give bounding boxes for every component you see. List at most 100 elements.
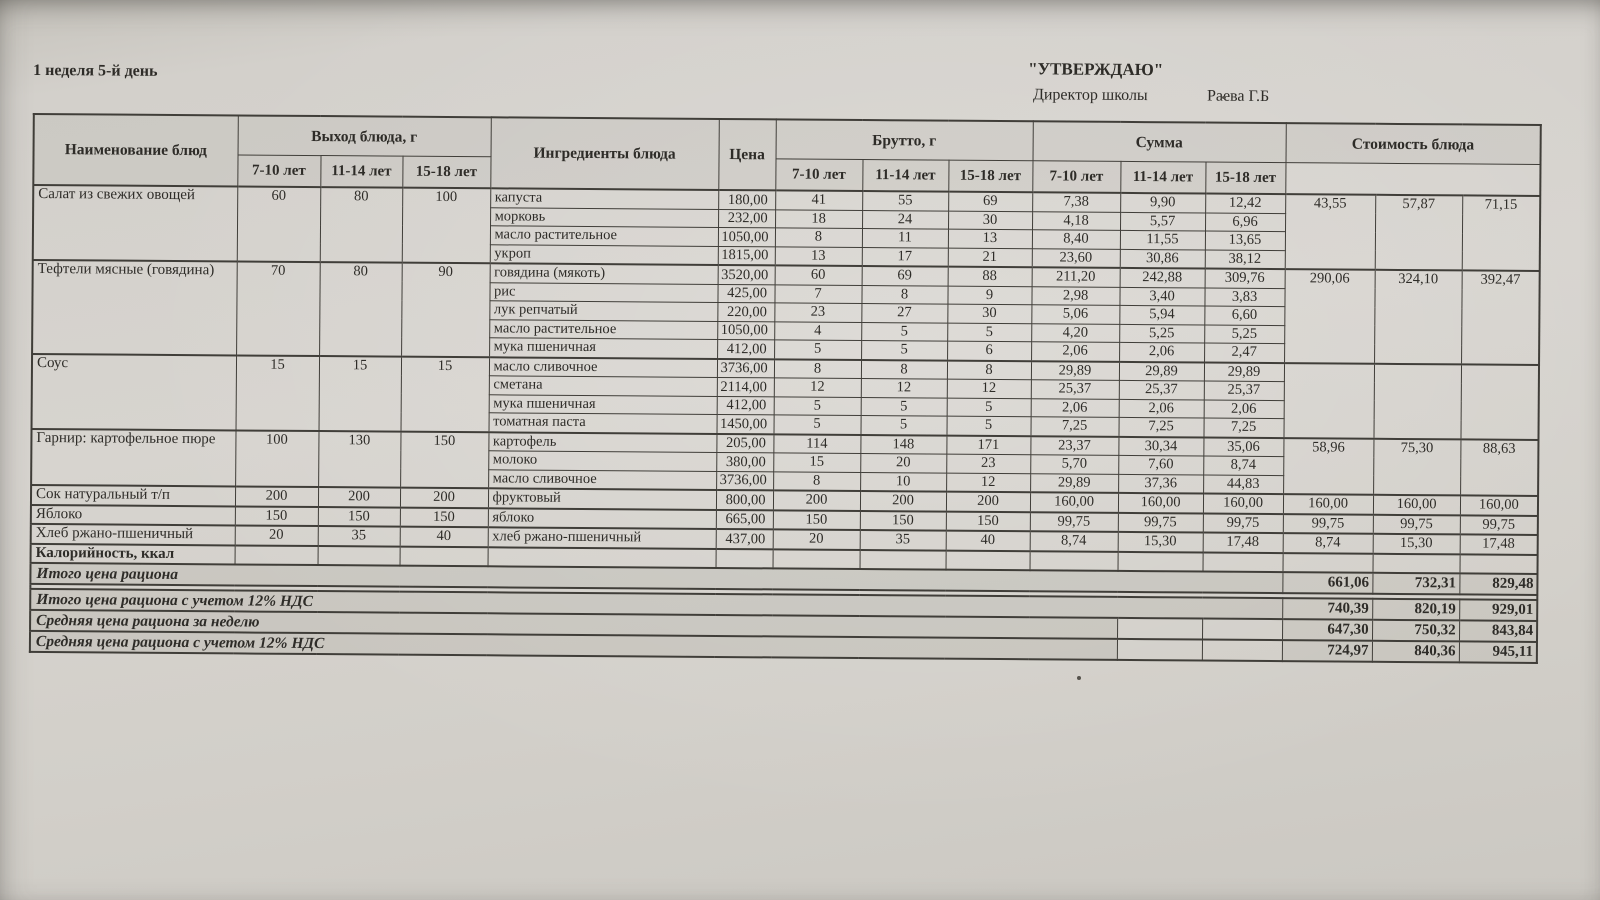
brutto-value: 5 <box>860 397 947 417</box>
empty-cell <box>772 548 860 570</box>
price-value: 3736,00 <box>716 470 774 491</box>
brutto-value: 13 <box>947 229 1033 249</box>
brutto-value: 18 <box>775 209 863 229</box>
dish-cost-value: 99,75 <box>1372 514 1460 535</box>
price-value: 180,00 <box>718 189 776 210</box>
sum-value: 7,25 <box>1118 417 1204 438</box>
calories-label: Калорийность, ккал <box>30 543 235 565</box>
total-value: 661,06 <box>1282 572 1373 594</box>
empty-cell <box>1202 618 1283 641</box>
output-value: 15 <box>318 355 402 432</box>
sum-value: 2,06 <box>1203 399 1284 419</box>
brutto-value: 6 <box>947 341 1032 361</box>
brutto-value: 15 <box>773 452 861 473</box>
sum-value: 99,75 <box>1029 511 1118 532</box>
ingredient-name: укроп <box>489 244 718 265</box>
brutto-value: 69 <box>861 266 948 286</box>
output-value: 100 <box>235 429 319 488</box>
sum-value: 5,94 <box>1119 305 1205 325</box>
brutto-value: 30 <box>948 210 1033 230</box>
age-group-header: 7-10 лет <box>237 154 321 188</box>
ingredient-name: мука пшеничная <box>488 394 717 415</box>
sum-value: 44,83 <box>1203 474 1284 495</box>
week-day-label: 1 неделя 5-й день <box>33 61 158 80</box>
brutto-value: 8 <box>773 471 861 492</box>
brutto-value: 5 <box>774 339 862 360</box>
ingredient-name: картофель <box>488 431 717 453</box>
empty-cell <box>1117 617 1203 640</box>
price-value: 437,00 <box>715 528 773 549</box>
brutto-value: 150 <box>859 510 946 531</box>
output-value: 200 <box>317 487 401 508</box>
brutto-value: 200 <box>945 491 1031 512</box>
price-value: 1450,00 <box>716 414 774 434</box>
sum-value: 99,75 <box>1202 513 1283 534</box>
brutto-value: 11 <box>861 228 949 248</box>
brutto-value: 5 <box>860 415 947 436</box>
price-value: 380,00 <box>716 452 774 472</box>
director-title: Директор школы <box>1032 86 1148 105</box>
price-value: 2114,00 <box>716 377 774 397</box>
brutto-value: 148 <box>860 434 947 455</box>
total-value: 929,01 <box>1459 599 1538 621</box>
price-value: 412,00 <box>717 339 775 359</box>
output-value: 90 <box>401 262 490 357</box>
brutto-value: 30 <box>947 304 1032 324</box>
dish-cost-value: 324,10 <box>1374 269 1462 364</box>
price-value: 665,00 <box>715 509 773 530</box>
output-value: 100 <box>401 187 491 264</box>
total-value: 724,97 <box>1281 640 1373 662</box>
price-value: 1050,00 <box>717 320 775 340</box>
output-value: 15 <box>235 354 320 431</box>
output-value: 35 <box>317 526 400 547</box>
total-value: 820,19 <box>1372 598 1460 621</box>
brutto-value: 5 <box>946 397 1031 417</box>
sum-value: 5,25 <box>1119 323 1205 344</box>
brutto-value: 8 <box>773 358 862 379</box>
output-value: 70 <box>236 261 320 356</box>
sum-value: 25,37 <box>1203 381 1284 401</box>
sum-value: 2,06 <box>1031 341 1120 362</box>
sum-value: 2,06 <box>1119 342 1205 363</box>
total-value: 647,30 <box>1282 619 1373 641</box>
col-header-brutto: Брутто, г <box>775 119 1033 161</box>
sum-value: 8,74 <box>1029 531 1118 552</box>
dish-cost-value: 43,55 <box>1284 194 1376 270</box>
age-group-header: 11-14 лет <box>862 159 949 192</box>
brutto-value: 8 <box>774 227 863 248</box>
dish-name: Хлеб ржано-пшеничный <box>30 523 235 545</box>
brutto-value: 114 <box>773 433 861 454</box>
output-value: 150 <box>317 506 400 527</box>
sum-value: 30,86 <box>1119 248 1205 269</box>
sum-value: 5,25 <box>1204 324 1285 344</box>
brutto-value: 10 <box>860 472 947 492</box>
sum-value: 4,20 <box>1031 323 1120 343</box>
empty-cell <box>1282 552 1373 573</box>
age-group-header: 11-14 лет <box>320 155 403 188</box>
brutto-value: 23 <box>946 454 1031 474</box>
dish-cost-value: 75,30 <box>1373 438 1461 496</box>
dish-name: Соус <box>31 353 237 430</box>
age-group-header: 15-18 лет <box>1205 162 1286 195</box>
total-value: 732,31 <box>1372 572 1460 595</box>
sum-value: 12,42 <box>1205 193 1286 214</box>
total-value: 843,84 <box>1459 620 1538 642</box>
price-value: 1815,00 <box>717 245 775 266</box>
sum-value: 37,36 <box>1118 473 1204 494</box>
brutto-value: 171 <box>946 435 1031 455</box>
sum-value: 23,60 <box>1031 248 1120 268</box>
ingredient-name: рис <box>489 282 718 303</box>
price-value: 412,00 <box>716 395 774 415</box>
brutto-value: 27 <box>861 303 948 323</box>
output-value: 80 <box>319 262 402 357</box>
brutto-value: 8 <box>861 285 948 305</box>
price-value: 425,00 <box>717 283 775 303</box>
brutto-value: 8 <box>946 360 1032 380</box>
brutto-value: 12 <box>946 379 1031 399</box>
brutto-value: 8 <box>860 359 948 380</box>
sum-value: 7,25 <box>1203 418 1284 438</box>
brutto-value: 150 <box>772 509 860 531</box>
sum-value: 2,47 <box>1204 343 1285 363</box>
sum-value: 6,60 <box>1204 306 1285 326</box>
age-group-header: 15-18 лет <box>948 160 1033 193</box>
